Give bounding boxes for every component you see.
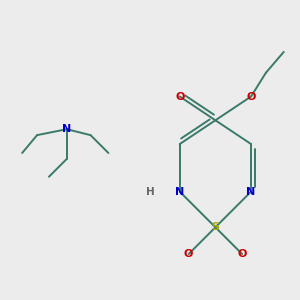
Text: O: O	[184, 249, 193, 259]
Text: N: N	[246, 187, 256, 196]
Text: O: O	[175, 92, 184, 101]
Text: O: O	[238, 249, 247, 259]
Text: S: S	[212, 222, 219, 232]
Text: N: N	[62, 124, 71, 134]
Text: O: O	[246, 92, 256, 101]
Text: N: N	[175, 187, 184, 196]
Text: H: H	[146, 187, 154, 196]
